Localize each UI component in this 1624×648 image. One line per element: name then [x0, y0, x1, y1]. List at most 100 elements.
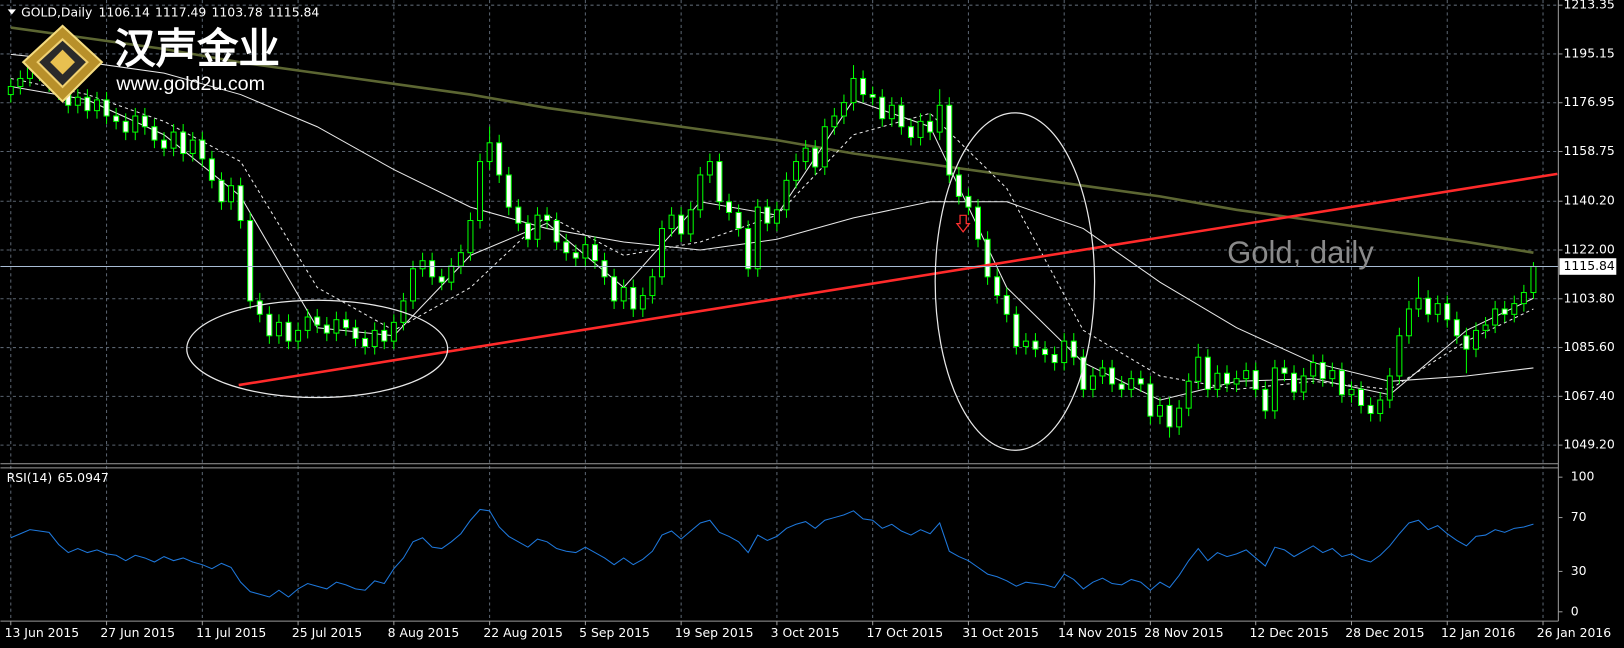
candle-body [620, 287, 627, 302]
chart-title: GOLD,Daily [21, 4, 92, 19]
candle-body [1319, 362, 1326, 380]
candle-body [524, 222, 531, 240]
candle-body [544, 214, 551, 222]
candle-body [362, 337, 369, 348]
candle-body [275, 321, 282, 337]
candle-body [1482, 324, 1489, 331]
candle-body [735, 211, 742, 230]
candle-body [582, 244, 589, 259]
candle-body [381, 329, 388, 342]
candle-body [793, 161, 800, 181]
candle-body [103, 99, 110, 117]
candle-body [218, 179, 225, 203]
rsi-header: RSI(14) 65.0947 [7, 470, 109, 485]
candle-body [429, 260, 436, 278]
candle-body [1042, 348, 1049, 356]
moving-average [10, 53, 1534, 382]
candle-body [1252, 370, 1259, 390]
candle-body [678, 214, 685, 235]
candle-body [1128, 378, 1135, 390]
candle-body [1243, 370, 1250, 380]
candle-body [1386, 375, 1393, 401]
candle-body [199, 139, 206, 160]
y-tick-label: 30 [1571, 563, 1587, 578]
candle-body [74, 96, 81, 106]
candle-body [1300, 375, 1307, 393]
candle-body [1185, 380, 1192, 409]
candle-body [898, 104, 905, 128]
x-tick-label: 12 Jan 2016 [1441, 625, 1515, 640]
candle-body [132, 115, 139, 133]
chart-header: GOLD,Daily 1106.14 1117.49 1103.78 1115.84 [21, 4, 319, 19]
y-tick-label: 1122.00 [1564, 242, 1615, 257]
candle-body [122, 120, 129, 133]
candle-body [390, 321, 397, 342]
candle-body [907, 126, 914, 138]
candle-body [1348, 388, 1355, 396]
candle-body [745, 228, 752, 270]
logo-url: www.gold2u.com [115, 73, 265, 95]
y-tick-label: 1067.40 [1564, 388, 1615, 403]
candle-body [256, 300, 263, 315]
candle-body [17, 77, 24, 88]
candle-body [266, 313, 273, 337]
candle-body [697, 174, 704, 211]
x-tick-label: 17 Oct 2015 [866, 625, 943, 640]
candle-body [860, 77, 867, 96]
candle-body [917, 120, 924, 138]
candle-body [965, 195, 972, 208]
candle-body [1032, 340, 1039, 350]
rsi-value: 65.0947 [57, 470, 108, 485]
x-tick-label: 25 Jul 2015 [292, 625, 362, 640]
candle-body [1223, 372, 1230, 385]
candle-body [927, 120, 934, 133]
candle-body [1156, 404, 1163, 417]
candle-body [228, 185, 235, 203]
candle-body [812, 147, 819, 168]
x-tick-label: 3 Oct 2015 [771, 625, 840, 640]
trendline [238, 172, 1558, 387]
candle-body [1463, 335, 1470, 350]
candle-body [668, 214, 675, 230]
candle-body [1425, 297, 1432, 315]
candle-body [1233, 378, 1240, 385]
candle-body [1367, 404, 1374, 415]
candle-body [1472, 329, 1479, 350]
x-tick-label: 13 Jun 2015 [5, 625, 80, 640]
candle-body [649, 276, 656, 297]
candle-body [113, 115, 120, 122]
candle-body [1080, 356, 1087, 390]
candle-body [802, 147, 809, 163]
candle-body [879, 96, 886, 120]
price-label-box [1559, 258, 1617, 275]
watermark: Gold, daily [1227, 235, 1374, 270]
candle-body [161, 139, 168, 149]
candle-body [1405, 308, 1412, 337]
candle-body [409, 268, 417, 302]
y-tick-label: 1213.35 [1564, 0, 1615, 12]
candle-body [840, 102, 847, 117]
rsi-line [10, 508, 1534, 598]
candle-body [333, 319, 340, 334]
candle-body [888, 104, 895, 120]
candle-body [821, 126, 828, 168]
candle-body [1520, 291, 1527, 305]
candle-body [1377, 399, 1384, 415]
header-toggle[interactable] [7, 9, 16, 15]
candle-body [1166, 404, 1173, 428]
candle-body [869, 94, 876, 98]
candle-body [1204, 356, 1211, 390]
candle-body [1444, 303, 1451, 321]
header-low: 1103.78 [212, 4, 263, 19]
candle-body [1118, 383, 1125, 390]
candle-body [505, 174, 512, 208]
candle-body [1492, 308, 1499, 326]
candle-body [141, 115, 148, 128]
y-tick-label: 1176.95 [1564, 94, 1615, 109]
candle-body [946, 104, 953, 176]
x-tick-label: 28 Nov 2015 [1144, 625, 1223, 640]
candle-body [764, 206, 771, 224]
x-tick-label: 31 Oct 2015 [962, 625, 1039, 640]
candle-body [352, 327, 359, 339]
